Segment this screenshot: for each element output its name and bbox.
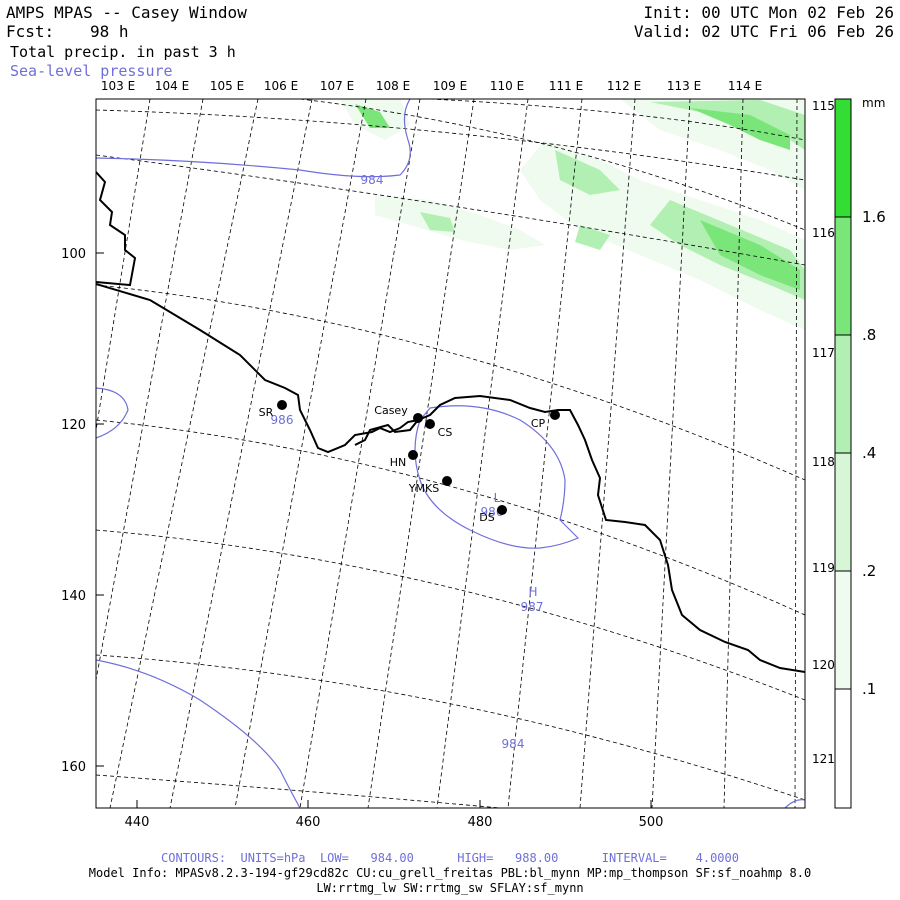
- init-time: Init: 00 UTC Mon 02 Feb 26: [643, 3, 894, 22]
- colorbar-label: .2: [862, 562, 876, 580]
- forecast-label: Fcst:: [6, 22, 55, 41]
- lon-label: 108 E: [376, 79, 410, 93]
- x-tick-label: 500: [639, 815, 664, 830]
- station-marker: [425, 419, 435, 429]
- x-tick-label: 460: [296, 815, 321, 830]
- high-marker: H: [528, 585, 537, 599]
- precip-area: [355, 104, 390, 128]
- pressure-label: 984: [502, 737, 525, 751]
- colorbar-segment: [835, 571, 851, 689]
- colorbar-segment: [835, 99, 851, 217]
- precip-area: [575, 225, 610, 250]
- field-precip-label: Total precip. in past 3 h: [10, 43, 236, 61]
- field-slp-label: Sea-level pressure: [10, 62, 173, 80]
- lon-label: 106 E: [264, 79, 298, 93]
- x-tick-label: 440: [125, 815, 150, 830]
- colorbar: [834, 98, 852, 809]
- lon-labels-top: 103 E 104 E 105 E 106 E 107 E 108 E 109 …: [101, 79, 762, 93]
- valid-time: Valid: 02 UTC Fri 06 Feb 26: [633, 22, 894, 41]
- colorbar-segment: [835, 335, 851, 453]
- lon-label: 103 E: [101, 79, 135, 93]
- station-label-sr: SR: [259, 406, 274, 419]
- station-marker: [550, 410, 560, 420]
- pressure-label: 987: [521, 600, 544, 614]
- precip-shading: [340, 99, 805, 330]
- x-tick-label: 480: [468, 815, 493, 830]
- station-marker: [497, 505, 507, 515]
- lon-label: 111 E: [549, 79, 583, 93]
- station-label-hn: HN: [390, 456, 407, 469]
- lon-label: 114 E: [728, 79, 762, 93]
- coastline: [96, 171, 805, 673]
- colorbar-label: .8: [862, 326, 876, 344]
- station-marker: [408, 450, 418, 460]
- colorbar-segment: [835, 453, 851, 571]
- colorbar-label: 1.6: [862, 208, 886, 226]
- lon-label: 112 E: [607, 79, 641, 93]
- y-tick-labels: 100 120 140 160: [61, 247, 86, 775]
- lon-label: 104 E: [155, 79, 189, 93]
- lon-label: 105 E: [210, 79, 244, 93]
- pressure-labels: 984 986 L 986 H 987 984: [271, 173, 544, 751]
- station-label-cs: CS: [438, 426, 453, 439]
- model-info-line2: LW:rrtmg_lw SW:rrtmg_sw SFLAY:sf_mynn: [316, 881, 584, 895]
- colorbar-label: .1: [862, 680, 876, 698]
- station-label-cp: CP: [531, 417, 546, 430]
- y-tick-label: 120: [61, 418, 86, 433]
- station-label-ymks: YMKS: [408, 482, 439, 495]
- colorbar-segment: [835, 217, 851, 335]
- model-info-line1: Model Info: MPASv8.2.3-194-gf29cd82c CU:…: [88, 866, 812, 880]
- y-tick-label: 140: [61, 589, 86, 604]
- pressure-label: 984: [361, 173, 384, 187]
- x-ticks: [96, 252, 652, 808]
- latlon-grid: [96, 99, 805, 808]
- contour-info: CONTOURS: UNITS=hPa LOW= 984.00 HIGH= 98…: [161, 851, 739, 865]
- colorbar-labels: mm 1.6 .8 .4 .2 .1: [862, 96, 886, 698]
- lon-label: 110 E: [490, 79, 524, 93]
- precip-area: [470, 220, 500, 240]
- colorbar-segment: [835, 689, 851, 808]
- station-label-casey: Casey: [374, 404, 408, 417]
- precip-area: [650, 100, 805, 150]
- precip-area: [375, 195, 545, 250]
- colorbar-unit: mm: [862, 96, 885, 110]
- station-marker: [442, 476, 452, 486]
- forecast-hours: 98 h: [90, 22, 129, 41]
- y-tick-label: 100: [61, 247, 86, 262]
- station-marker: [413, 413, 423, 423]
- precip-area: [420, 212, 455, 232]
- stations: [277, 400, 560, 515]
- lon-label: 109 E: [433, 79, 467, 93]
- x-tick-labels: 440 460 480 500: [125, 815, 664, 830]
- pressure-contours: [96, 99, 805, 808]
- low-marker: L: [494, 491, 501, 505]
- station-label-ds: DS: [479, 511, 494, 524]
- precip-area: [555, 150, 620, 195]
- lon-label: 107 E: [320, 79, 354, 93]
- colorbar-label: .4: [862, 444, 876, 462]
- y-tick-label: 160: [61, 760, 86, 775]
- map-title: AMPS MPAS -- Casey Window: [6, 3, 247, 22]
- station-marker: [277, 400, 287, 410]
- pressure-label: 986: [271, 413, 294, 427]
- station-labels: SR Casey CS CP HN YMKS DS: [259, 404, 546, 524]
- lon-label: 113 E: [667, 79, 701, 93]
- plot-frame: [95, 98, 806, 809]
